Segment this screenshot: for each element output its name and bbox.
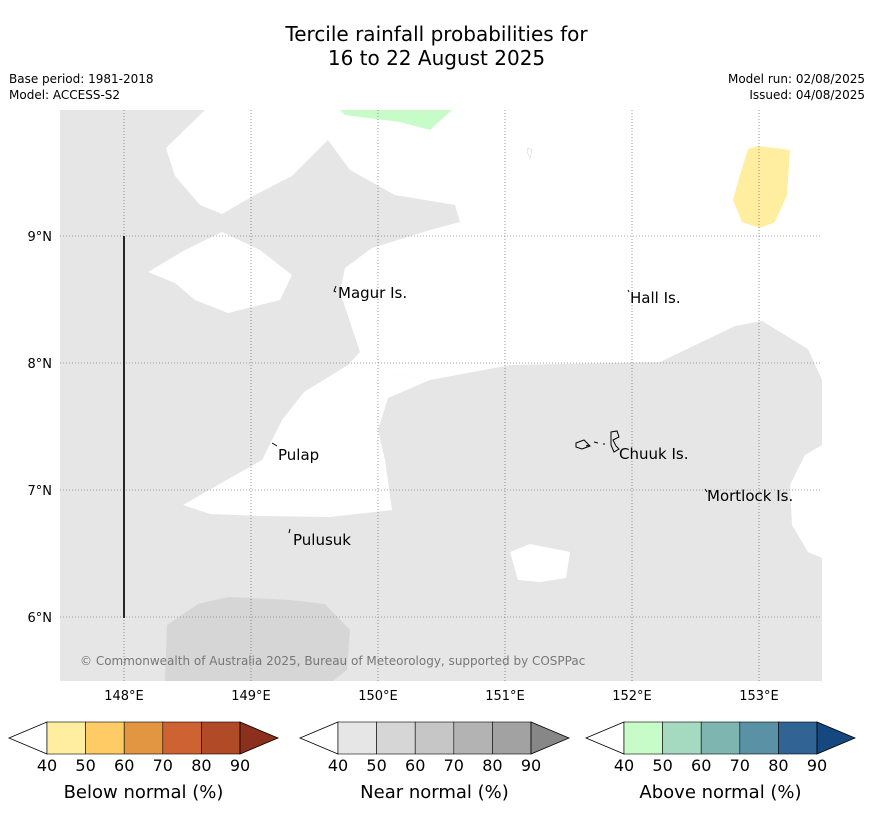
lon-label-149: 149°E: [231, 689, 271, 704]
colorbar-segment: [623, 721, 663, 755]
white-region-east: [790, 445, 822, 558]
map-area[interactable]: Magur Is. Hall Is. Pulap Chuuk Is. Mortl…: [60, 110, 822, 681]
colorbar-segment: [123, 721, 164, 755]
island-label-chuuk: Chuuk Is.: [619, 445, 688, 463]
colorbar-upper-extension: [816, 721, 857, 755]
colorbar-lower-extension: [584, 721, 625, 755]
legend: 40 50 60 70 80 90 Below normal (%) 40 50 60 70 80 90…: [7, 721, 857, 803]
colorbar-segment: [492, 721, 532, 755]
colorbar-tick-label: 90: [521, 756, 541, 775]
colorbar-tick-label: 80: [191, 756, 211, 775]
white-region-central: [183, 365, 430, 517]
lon-axis: 148°E 149°E 150°E 151°E 152°E 153°E: [104, 689, 779, 704]
below-normal-patch: [733, 146, 790, 228]
colorbar-tick-label: 70: [444, 756, 464, 775]
near-normal-50-patch: [165, 597, 350, 681]
colorbar-segment: [376, 721, 416, 755]
colorbar-tick-label: 50: [75, 756, 95, 775]
colorbar-segment: [337, 721, 377, 755]
island-label-magur: Magur Is.: [338, 284, 407, 302]
white-region-south: [510, 544, 570, 582]
colorbar-tick-label: 90: [230, 756, 250, 775]
colorbar-tick-label: 40: [614, 756, 634, 775]
colorbar-title: Above normal (%): [639, 782, 801, 803]
colorbar-tick-label: 40: [328, 756, 348, 775]
small-islet: [526, 147, 533, 159]
colorbar-lower-extension: [298, 721, 339, 755]
colorbar-segment: [453, 721, 493, 755]
colorbar-tick-label: 80: [482, 756, 502, 775]
island-outlines: [271, 285, 708, 534]
colorbar-segment: [162, 721, 202, 755]
title-line-1: Tercile rainfall probabilities for: [285, 22, 588, 46]
lat-label-9: 9°N: [28, 230, 53, 245]
model-run-date: Model run: 02/08/2025: [727, 72, 865, 86]
lat-label-6: 6°N: [28, 611, 53, 626]
colorbar-tick-label: 40: [37, 756, 57, 775]
lat-axis: 9°N 8°N 7°N 6°N: [28, 230, 53, 626]
white-region-north: [166, 110, 822, 380]
colorbar-segment: [739, 721, 779, 755]
above-normal-patch: [340, 110, 452, 130]
colorbar-segment: [414, 721, 455, 755]
white-region-west: [148, 232, 292, 313]
colorbar-above: 40 50 60 70 80 90 Above normal (%): [584, 721, 857, 803]
colorbar-segment: [46, 721, 86, 755]
colorbar-upper-extension: [239, 721, 280, 755]
colorbar-segment: [201, 721, 241, 755]
base-period: Base period: 1981-2018: [9, 72, 154, 86]
base-info: Base period: 1981-2018 Model: ACCESS-S2: [9, 71, 154, 103]
colorbar-tick-label: 50: [652, 756, 672, 775]
colorbar-tick-label: 60: [405, 756, 425, 775]
colorbar-title: Below normal (%): [64, 782, 224, 803]
colorbar-below: 40 50 60 70 80 90 Below normal (%): [7, 721, 280, 803]
colorbar-segment: [778, 721, 818, 755]
island-label-pulap: Pulap: [278, 446, 319, 464]
colorbar-segment: [700, 721, 741, 755]
copyright-notice: © Commonwealth of Australia 2025, Bureau…: [80, 654, 585, 668]
run-info: Model run: 02/08/2025 Issued: 04/08/2025: [728, 71, 865, 103]
lon-label-151: 151°E: [485, 689, 525, 704]
colorbar-title: Near normal (%): [360, 782, 509, 803]
title-line-2: 16 to 22 August 2025: [327, 46, 546, 70]
lon-label-153: 153°E: [739, 689, 779, 704]
colorbar-segment: [85, 721, 125, 755]
colorbar-tick-label: 60: [691, 756, 711, 775]
lat-label-8: 8°N: [28, 357, 53, 372]
gridlines: [60, 110, 822, 681]
colorbar-segment: [662, 721, 702, 755]
colorbar-tick-label: 70: [153, 756, 173, 775]
colorbar-tick-label: 70: [730, 756, 750, 775]
colorbar-upper-extension: [530, 721, 571, 755]
issued-date: Issued: 04/08/2025: [749, 88, 865, 102]
colorbar-tick-label: 90: [807, 756, 827, 775]
colorbar-lower-extension: [7, 721, 48, 755]
island-label-hall: Hall Is.: [630, 289, 681, 307]
map-title: Tercile rainfall probabilities for 16 to…: [0, 22, 873, 70]
island-label-mortlock: Mortlock Is.: [707, 487, 793, 505]
colorbar-tick-label: 60: [114, 756, 134, 775]
lat-label-7: 7°N: [28, 484, 53, 499]
colorbar-tick-label: 80: [768, 756, 788, 775]
model-name: Model: ACCESS-S2: [9, 88, 121, 102]
colorbar-tick-label: 50: [366, 756, 386, 775]
lon-label-148: 148°E: [104, 689, 144, 704]
lon-label-152: 152°E: [612, 689, 652, 704]
lon-label-150: 150°E: [358, 689, 398, 704]
island-label-pulusuk: Pulusuk: [293, 531, 351, 549]
colorbar-near: 40 50 60 70 80 90 Near normal (%): [298, 721, 571, 803]
